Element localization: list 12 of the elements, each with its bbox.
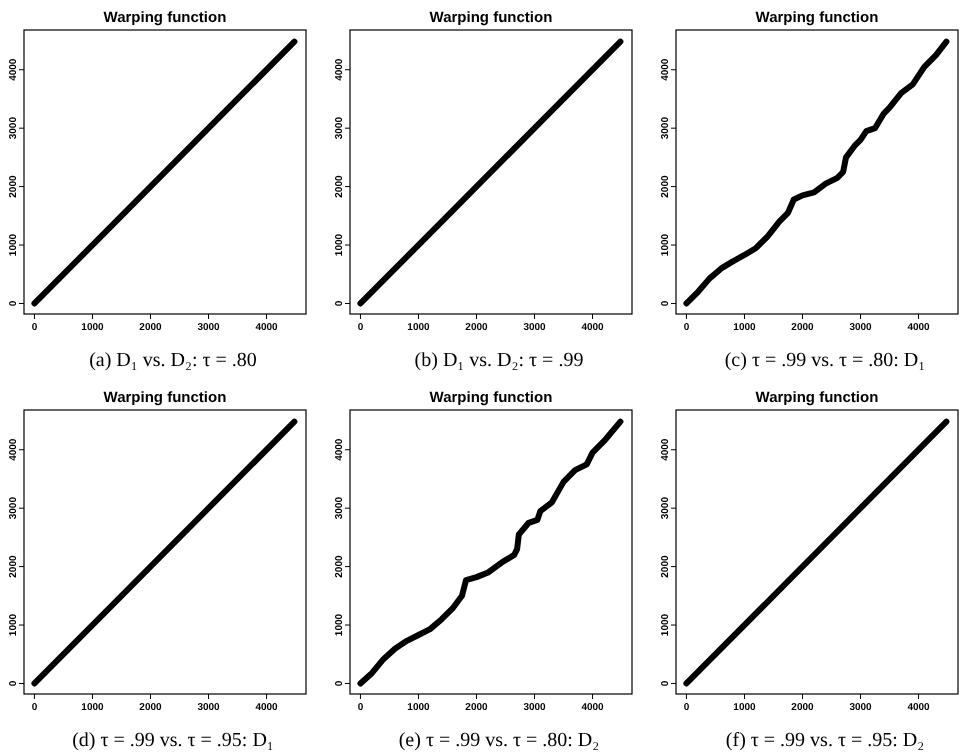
text: (b) D₁ vs. D₂: τ = .99 (414, 350, 584, 372)
text: (e) τ = .99 vs. τ = .80: D₂ (398, 730, 600, 752)
text: (c) τ = .99 vs. τ = .80: D₁ (724, 350, 926, 372)
line-series (683, 418, 950, 687)
text: (a) D₁ vs. D₂: τ = .80 (89, 350, 257, 372)
line-series (357, 38, 624, 307)
text: (d) τ = .99 vs. τ = .95: D₁ (72, 730, 274, 752)
line-series (31, 38, 298, 307)
line-series (683, 38, 950, 307)
text: (f) τ = .99 vs. τ = .95: D₂ (725, 730, 925, 752)
line-series (31, 418, 298, 687)
line-series (357, 418, 624, 687)
